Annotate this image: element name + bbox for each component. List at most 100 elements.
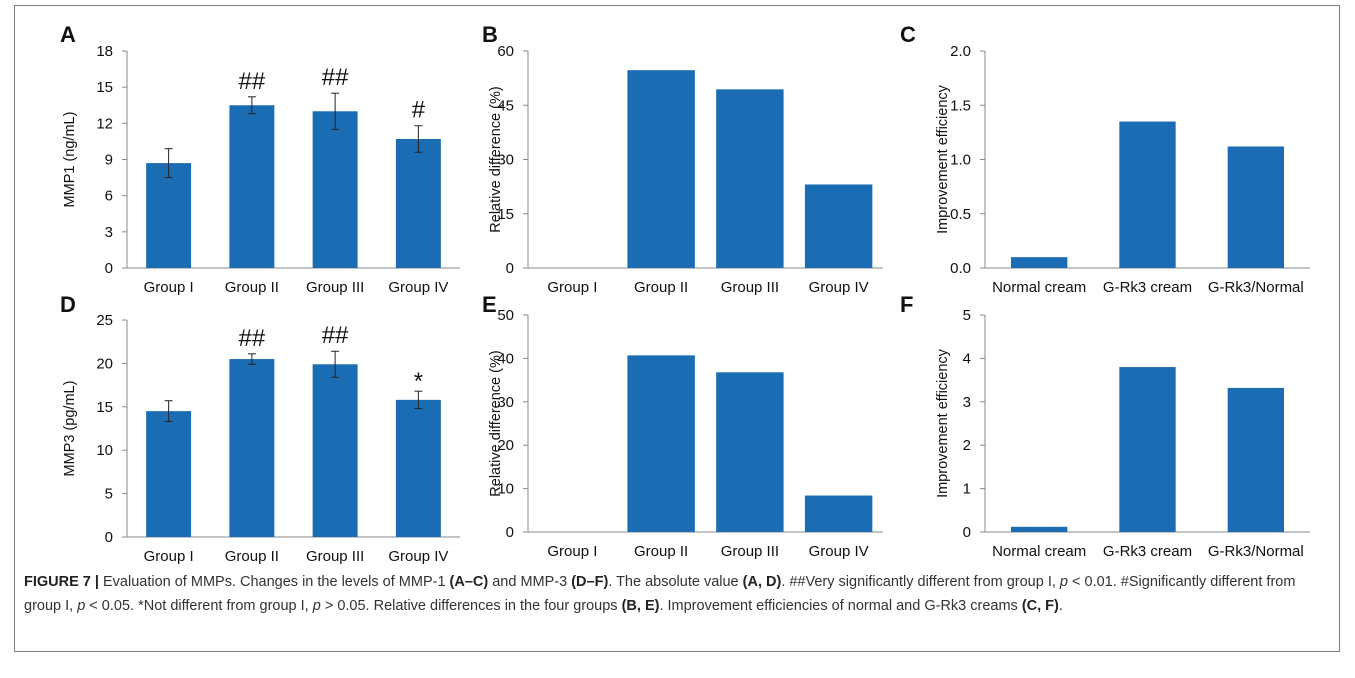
x-tick-label: Group II <box>225 548 279 565</box>
x-tick-label: Group I <box>144 548 194 565</box>
bar <box>395 139 441 268</box>
bar <box>146 411 192 537</box>
bar <box>1227 387 1284 532</box>
y-tick-label: 6 <box>105 188 113 205</box>
y-tick-label: 30 <box>497 394 514 411</box>
bar <box>804 184 873 268</box>
caption-ref-1: (A–C) <box>449 574 489 590</box>
y-tick-label: 12 <box>96 115 113 132</box>
caption-ref-3: (A, D) <box>742 574 782 590</box>
significance-label: # <box>412 97 426 124</box>
x-tick-label: Normal cream <box>992 543 1086 560</box>
x-tick-label: G-Rk3 cream <box>1103 543 1192 560</box>
y-tick-label: 15 <box>96 79 113 96</box>
panel-d: D 0 5 10 15 20 25 MMP3 (pg/mL) Group I Group II ##… <box>60 292 460 565</box>
significance-label: * <box>414 368 423 395</box>
x-tick-label: Group II <box>225 279 279 296</box>
x-tick-label: Group I <box>144 279 194 296</box>
x-tick-label: Group III <box>306 279 364 296</box>
bar <box>395 399 441 537</box>
y-tick-label: 0 <box>105 529 113 546</box>
x-tick-label: Group III <box>306 548 364 565</box>
panel-letter-b: B <box>482 22 498 47</box>
caption-ref-5: (C, F) <box>1021 598 1059 614</box>
y-tick-label: 5 <box>963 307 971 324</box>
y-tick-label: 0 <box>963 524 971 541</box>
y-tick-label: 5 <box>105 486 113 503</box>
y-tick-label: 60 <box>497 43 514 60</box>
caption-p-1: p <box>1059 574 1068 590</box>
figure-caption: FIGURE 7 | Evaluation of MMPs. Changes i… <box>24 570 1324 618</box>
x-tick-label: Group II <box>634 543 688 560</box>
panel-letter-a: A <box>60 22 76 47</box>
y-tick-label: 1.0 <box>950 152 971 169</box>
y-tick-label: 20 <box>497 437 514 454</box>
x-tick-label: Group I <box>547 543 597 560</box>
y-tick-label: 45 <box>497 97 514 114</box>
bar <box>716 372 784 532</box>
y-tick-label: 20 <box>96 355 113 372</box>
bar <box>146 163 192 268</box>
panel-letter-e: E <box>482 292 497 317</box>
y-axis-title: MMP3 (pg/mL) <box>62 381 78 477</box>
y-axis-title: Relative difference (%) <box>488 350 504 496</box>
x-tick-label: Group III <box>721 279 779 296</box>
bar <box>312 364 358 537</box>
y-tick-label: 18 <box>96 43 113 60</box>
figure-frame <box>14 5 1340 652</box>
significance-label: ## <box>322 64 349 91</box>
bar <box>716 89 784 268</box>
y-tick-label: 10 <box>96 442 113 459</box>
x-tick-label: Group IV <box>809 279 869 296</box>
y-tick-label: 40 <box>497 350 514 367</box>
y-tick-label: 2 <box>963 437 971 454</box>
panel-letter-d: D <box>60 292 76 317</box>
bar <box>1227 146 1284 268</box>
bar <box>229 359 275 537</box>
y-tick-label: 50 <box>497 307 514 324</box>
bar <box>229 105 275 268</box>
bar <box>804 495 873 532</box>
caption-text-3: . The absolute value <box>608 574 743 590</box>
caption-p-3: p <box>312 598 321 614</box>
bar <box>1011 526 1068 532</box>
x-tick-label: Group IV <box>388 548 448 565</box>
x-tick-label: Group III <box>721 543 779 560</box>
bar <box>312 111 358 269</box>
y-tick-label: 0 <box>506 524 514 541</box>
bar <box>1119 367 1176 532</box>
panel-letter-f: F <box>900 292 913 317</box>
bar <box>1011 257 1068 268</box>
x-tick-label: Normal cream <box>992 279 1086 296</box>
y-axis-title: Relative difference (%) <box>488 86 504 232</box>
y-tick-label: 1.5 <box>950 97 971 114</box>
caption-text-4: . ##Very significantly different from gr… <box>781 574 1060 590</box>
bar <box>627 70 695 268</box>
bar <box>627 355 695 532</box>
y-tick-label: 3 <box>105 224 113 241</box>
y-tick-label: 15 <box>497 206 514 223</box>
y-tick-label: 0 <box>506 260 514 277</box>
caption-text-7: > 0.05. Relative differences in the four… <box>320 598 622 614</box>
caption-p-2: p <box>77 598 86 614</box>
x-tick-label: G-Rk3/Normal <box>1208 543 1304 560</box>
caption-label: FIGURE 7 | <box>24 574 99 590</box>
panel-f: F 0 1 2 3 4 5 Improvement efficiency Normal crea… <box>900 292 1310 560</box>
x-tick-label: Group IV <box>809 543 869 560</box>
y-tick-label: 0 <box>105 260 113 277</box>
caption-text-8: . Improvement efficiencies of normal and… <box>659 598 1022 614</box>
y-tick-label: 9 <box>105 152 113 169</box>
caption-text-5: < 0.01. #Significantly different from gr… <box>24 574 1296 614</box>
y-tick-label: 0.5 <box>950 206 971 223</box>
caption-ref-2: (D–F) <box>571 574 609 590</box>
y-axis-title: Improvement efficiency <box>935 348 951 498</box>
caption-text-6: < 0.05. *Not different from group I, <box>85 598 313 614</box>
caption-ref-4: (B, E) <box>621 598 660 614</box>
caption-text-1: Evaluation of MMPs. Changes in the level… <box>98 574 450 590</box>
y-tick-label: 1 <box>963 481 971 498</box>
x-tick-label: Group IV <box>388 279 448 296</box>
x-tick-label: Group I <box>547 279 597 296</box>
y-tick-label: 3 <box>963 394 971 411</box>
